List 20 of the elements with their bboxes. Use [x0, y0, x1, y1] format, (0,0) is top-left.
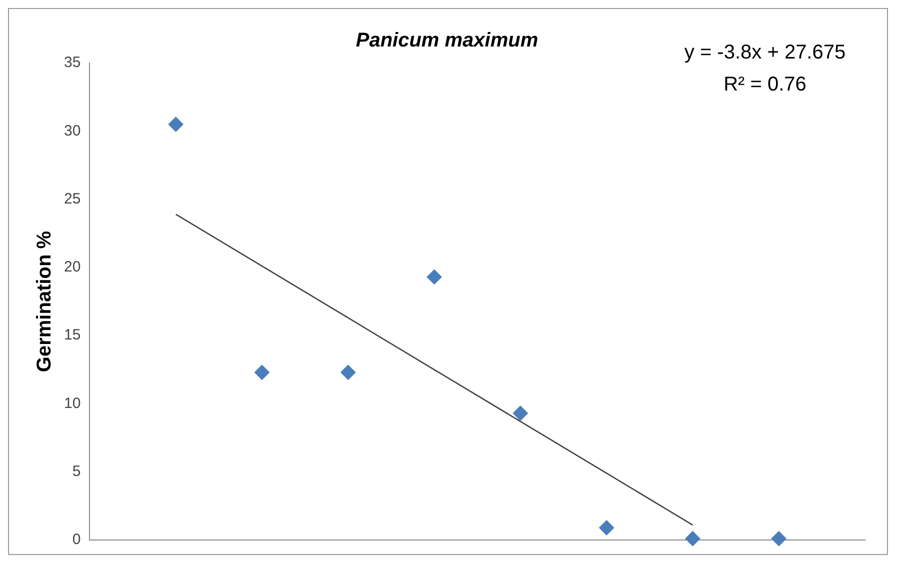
y-axis-title: Germination %	[34, 230, 56, 372]
point	[426, 269, 442, 284]
point	[340, 364, 356, 380]
chart-title: Panicum maximum	[356, 30, 538, 52]
point	[512, 406, 528, 421]
y-tick-label: 5	[72, 463, 81, 480]
y-tick-label: 30	[64, 122, 81, 140]
point	[685, 531, 700, 546]
point	[168, 116, 184, 132]
y-tick-label: 20	[64, 258, 81, 276]
y-tick-label: 15	[64, 326, 81, 344]
y-tick-label: 25	[64, 190, 81, 208]
y-tick-label: 35	[64, 54, 81, 72]
y-tick-label: 0	[72, 531, 81, 548]
point	[254, 364, 270, 380]
point	[599, 520, 614, 536]
y-tick-label: 10	[64, 394, 81, 412]
point	[771, 531, 786, 546]
annotation: y = -3.8x + 27.675	[684, 42, 846, 64]
annotation: R² = 0.76	[724, 74, 806, 96]
